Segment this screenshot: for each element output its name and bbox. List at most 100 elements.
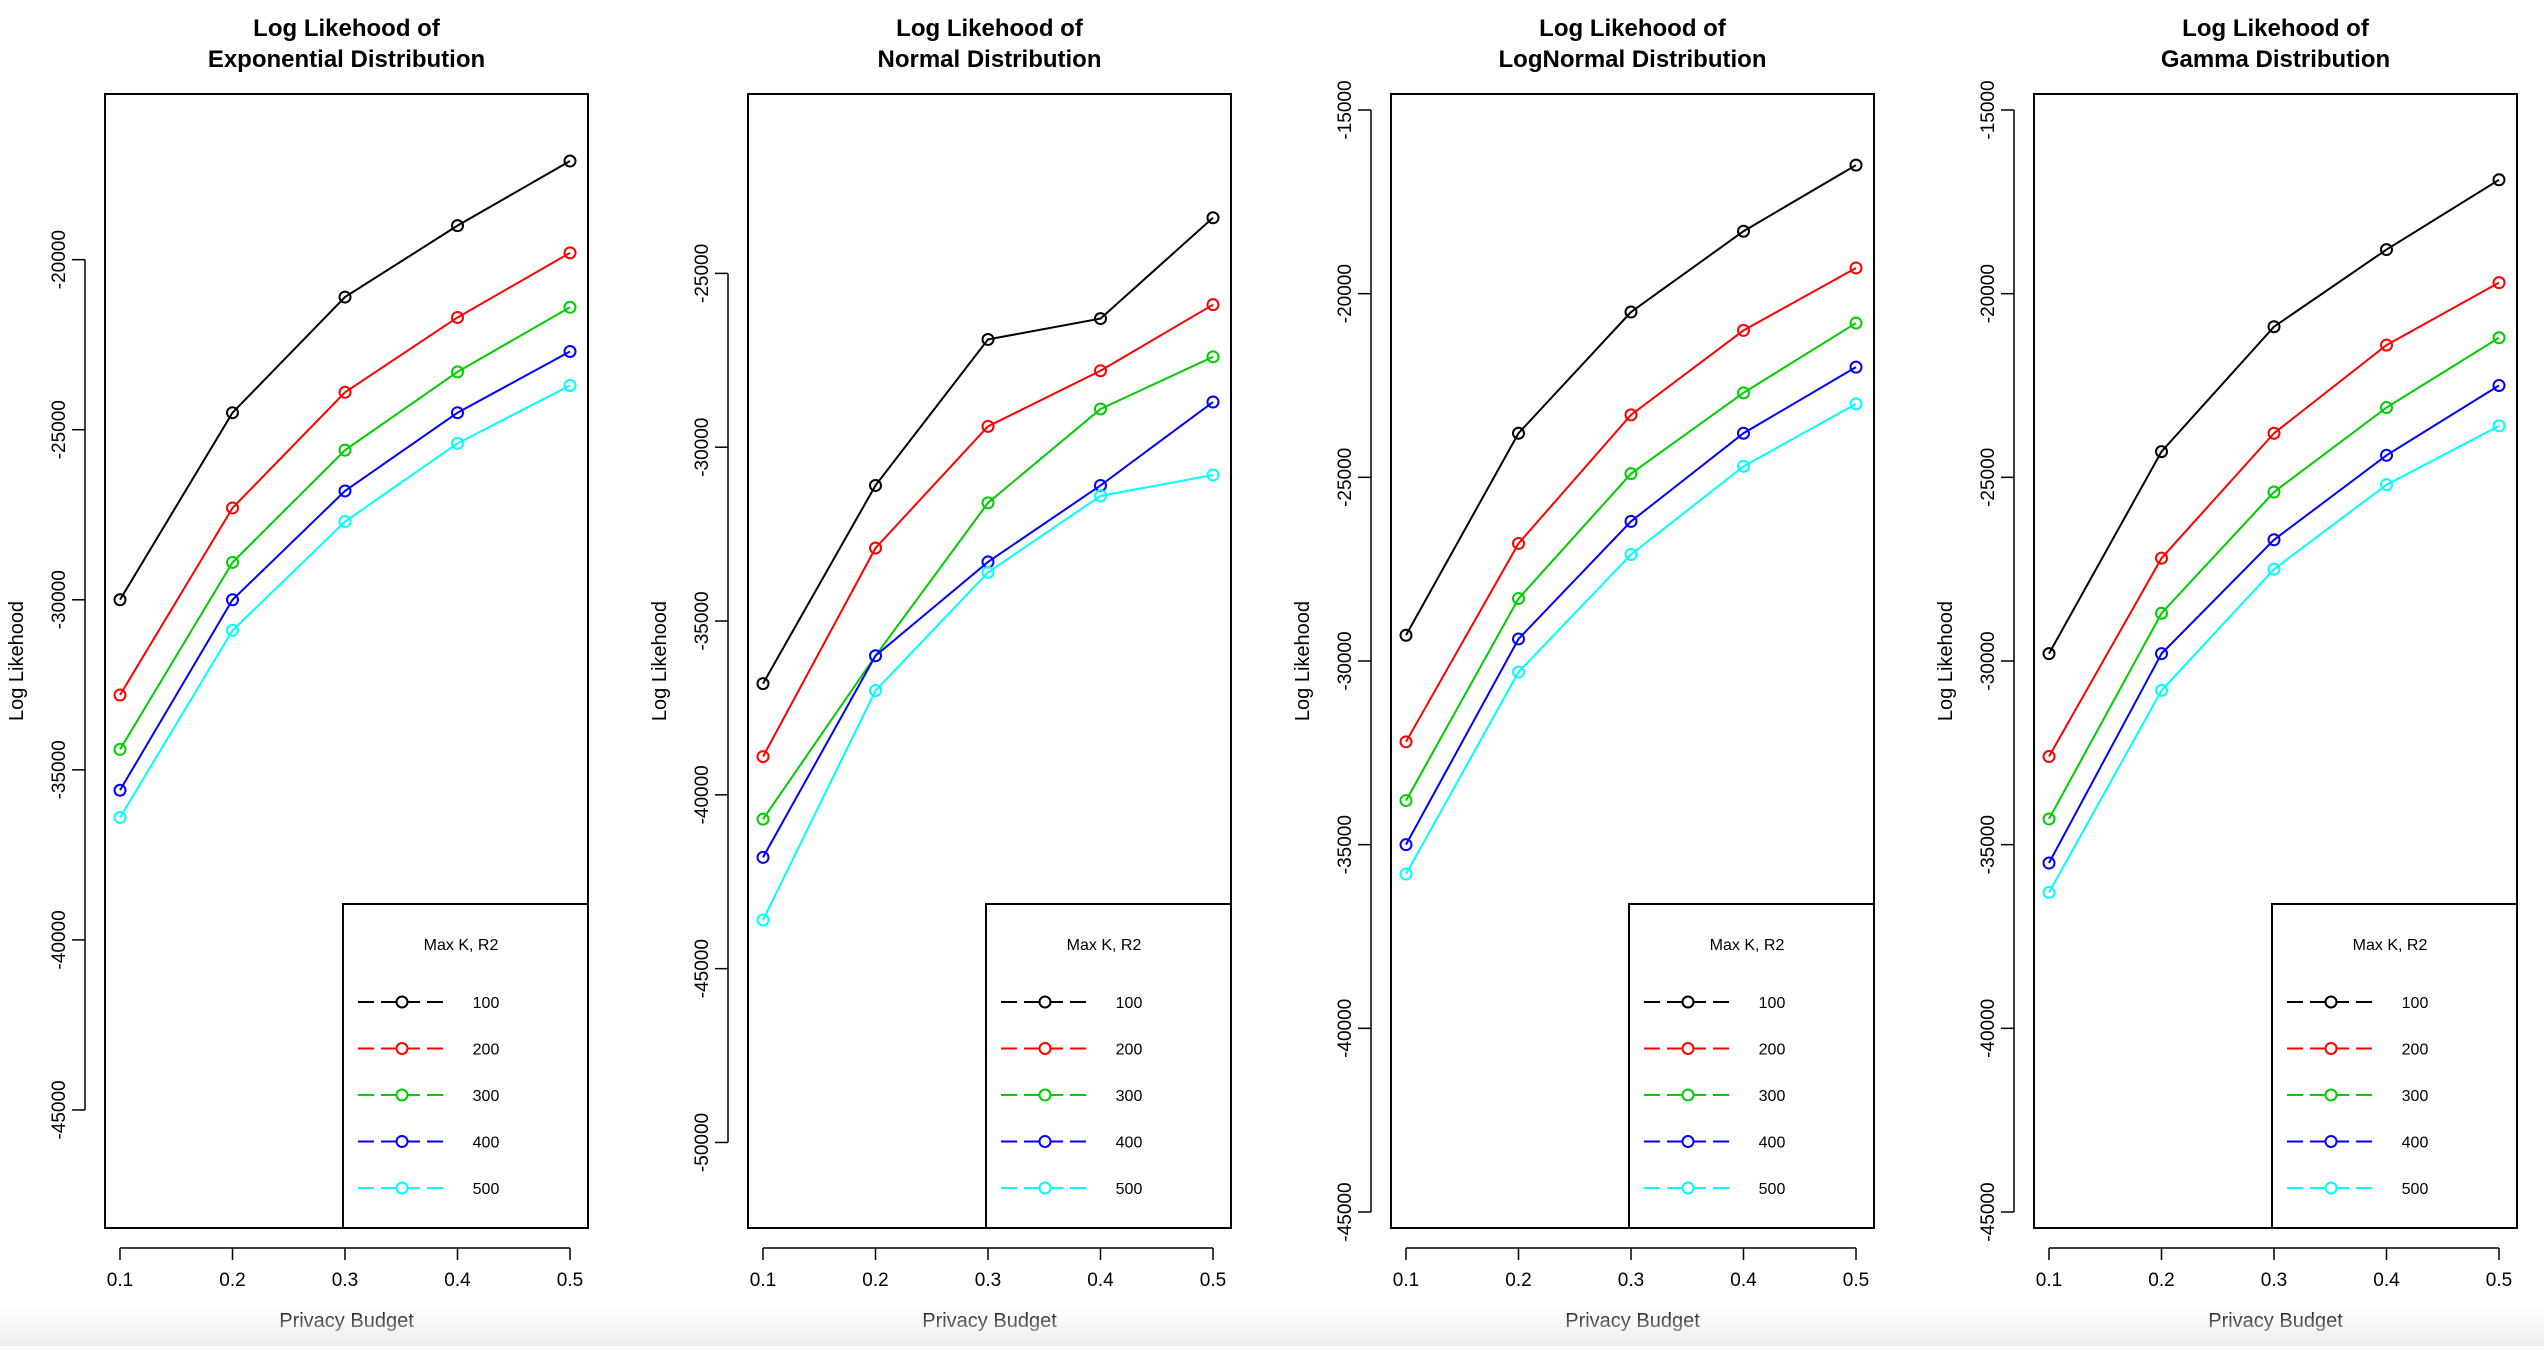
chart-title-line1: Log Likehood of [896, 15, 1084, 42]
series-line-400 [1405, 366, 1857, 846]
data-point-200 [981, 419, 995, 433]
x-tick-label: 0.5 [1200, 1270, 1226, 1291]
data-point-500 [869, 684, 882, 698]
legend-item-label: 500 [1116, 1181, 1143, 1198]
data-point-500 [1624, 547, 1638, 561]
data-point-500 [1094, 489, 1107, 503]
x-tick-label: 0.4 [1730, 1270, 1757, 1291]
series-line-500 [2048, 425, 2500, 893]
legend-title: Max K, R2 [2353, 937, 2428, 954]
legend-item-label: 300 [1116, 1088, 1143, 1105]
data-point-300 [226, 555, 239, 569]
data-point-400 [1737, 426, 1750, 440]
legend-item-label: 400 [1116, 1135, 1143, 1152]
data-point-300 [338, 443, 352, 457]
legend-item-label: 200 [1759, 1042, 1786, 1059]
chart-title-line2: LogNormal Distribution [1499, 46, 1767, 73]
chart-panel-3: Log Likehood of LogNormal Distribution -45… [1292, 15, 1875, 1332]
chart-panel-4: Log Likehood of Gamma Distribution -45000 -… [1935, 15, 2518, 1332]
data-point-100 [1206, 211, 1220, 225]
legend-title: Max K, R2 [1710, 937, 1785, 954]
x-tick-label: 0.4 [444, 1270, 471, 1291]
legend-swatch-point [1681, 1135, 1695, 1148]
legend-box [1628, 903, 1875, 1229]
legend-swatch-point [1038, 995, 1052, 1009]
y-axis-label: Log Likehood [1935, 601, 1957, 721]
y-tick-label: -35000 [692, 591, 713, 650]
series-line-200 [1405, 267, 1857, 743]
data-point-300 [756, 812, 770, 826]
data-point-100 [563, 154, 577, 168]
data-point-400 [2267, 533, 2281, 547]
legend-swatch-point [2324, 1088, 2338, 1102]
legend-swatch-point [395, 995, 409, 1009]
y-tick-label: -45000 [1978, 1182, 1999, 1241]
data-point-300 [2492, 331, 2506, 345]
data-point-100 [1624, 305, 1638, 319]
data-point-200 [226, 501, 239, 515]
data-point-400 [2042, 856, 2056, 870]
data-point-500 [2155, 683, 2168, 697]
x-tick-label: 0.4 [1087, 1270, 1114, 1291]
y-tick-label: -20000 [49, 230, 70, 289]
legend-item-label: 400 [473, 1135, 500, 1152]
y-tick-label: -30000 [49, 570, 70, 629]
data-point-400 [2492, 379, 2506, 392]
data-point-300 [2380, 401, 2393, 415]
data-point-500 [2492, 419, 2506, 433]
legend-title: Max K, R2 [424, 937, 499, 954]
chart-title-line1: Log Likehood of [253, 15, 441, 42]
series-line-500 [119, 384, 571, 818]
data-point-400 [1624, 514, 1638, 528]
data-point-100 [2155, 445, 2168, 459]
legend-swatch-point [1038, 1042, 1052, 1055]
legend-swatch-point [2324, 1181, 2338, 1195]
legend-item-label: 200 [473, 1042, 500, 1059]
data-point-200 [1206, 298, 1220, 312]
y-tick-label: -40000 [692, 765, 713, 824]
legend-swatch-point [1681, 1042, 1695, 1055]
x-tick-label: 0.5 [1843, 1270, 1869, 1291]
x-tick-label: 0.1 [750, 1270, 776, 1291]
data-point-100 [451, 219, 464, 233]
legend-swatch-point [2324, 1135, 2338, 1148]
data-point-100 [1737, 224, 1750, 238]
data-point-500 [756, 913, 770, 927]
y-tick-label: -45000 [49, 1080, 70, 1139]
y-tick-label: -30000 [1335, 631, 1356, 690]
legend-item-label: 500 [473, 1181, 500, 1198]
chart-title-line1: Log Likehood of [2182, 15, 2370, 42]
legend-item-label: 100 [1116, 995, 1143, 1012]
legend-swatch-point [1681, 1088, 1695, 1102]
data-point-200 [338, 385, 352, 399]
data-point-300 [563, 300, 577, 314]
series-line-500 [762, 474, 1214, 921]
data-point-300 [1399, 794, 1413, 808]
data-point-500 [1512, 665, 1525, 679]
legend-item-label: 500 [1759, 1181, 1786, 1198]
legend-swatch-point [1681, 1181, 1695, 1195]
data-point-500 [1737, 459, 1750, 473]
y-axis-label: Log Likehood [1292, 601, 1314, 721]
chart-title-line2: Gamma Distribution [2161, 46, 2390, 73]
data-point-100 [2042, 647, 2056, 661]
y-tick-label: -50000 [692, 1113, 713, 1172]
data-point-400 [756, 850, 770, 864]
data-point-400 [338, 484, 352, 498]
data-point-300 [2155, 606, 2168, 620]
data-point-500 [981, 565, 995, 579]
data-point-200 [1512, 536, 1525, 550]
data-point-100 [756, 677, 770, 691]
y-tick-label: -20000 [1978, 264, 1999, 323]
data-point-500 [338, 515, 352, 529]
data-point-300 [1094, 402, 1107, 416]
series-line-300 [762, 355, 1214, 820]
data-point-400 [226, 593, 239, 607]
chart-panel-2: Log Likehood of Normal Distribution -50000… [649, 15, 1232, 1332]
legend-item-label: 300 [2402, 1088, 2429, 1105]
data-point-200 [1624, 408, 1638, 422]
data-point-200 [113, 688, 127, 702]
data-point-300 [2042, 812, 2056, 826]
x-tick-label: 0.1 [107, 1270, 133, 1291]
